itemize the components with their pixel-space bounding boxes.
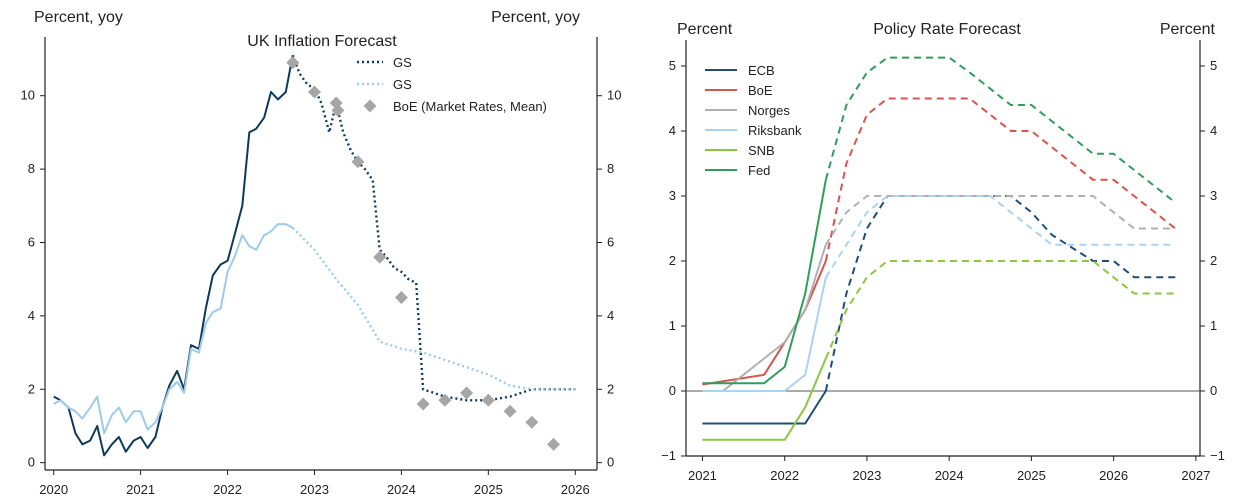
boe-market-rate-marker — [394, 291, 408, 305]
y-tick-label: 2 — [669, 253, 676, 268]
boe-market-rate-marker — [525, 415, 539, 429]
y-tick-label: 8 — [607, 161, 614, 176]
x-tick-label: 2022 — [213, 482, 242, 497]
policy-rate-chart: Percent Percent Policy Rate Forecast −1 −… — [661, 21, 1225, 483]
fed-forecast-line — [824, 56, 1176, 204]
legend-label: GS — [393, 77, 412, 92]
x-tick-label: 2023 — [852, 468, 881, 483]
chart-title: Policy Rate Forecast — [873, 21, 1021, 38]
legend-swatch — [363, 99, 377, 113]
y-tick-label: 4 — [28, 308, 35, 323]
legend-label: BoE — [748, 83, 773, 98]
legend-label: SNB — [748, 143, 775, 158]
y-tick-label: 10 — [21, 88, 35, 103]
y-tick-label: 5 — [1210, 58, 1217, 73]
y-tick-label: 2 — [607, 381, 614, 396]
x-tick-label: 2026 — [561, 482, 590, 497]
x-tick-label: 2027 — [1181, 468, 1210, 483]
chart-title: UK Inflation Forecast — [247, 33, 397, 50]
y-tick-label: 2 — [28, 381, 35, 396]
uk-inflation-chart: Percent, yoy Percent, yoy UK Inflation F… — [21, 9, 622, 497]
legend-label: Fed — [748, 163, 770, 178]
x-tick-label: 2020 — [39, 482, 68, 497]
y-tick-label: 4 — [1210, 123, 1217, 138]
boe-market-rate-marker — [503, 404, 517, 418]
y-tick-label: 6 — [607, 234, 614, 249]
y-tick-label: 0 — [669, 383, 676, 398]
y-tick-label: 1 — [669, 318, 676, 333]
core-cpi-forecast-line — [291, 226, 576, 391]
boe-market-rate-marker — [416, 397, 430, 411]
y-tick-label: 0 — [1210, 383, 1217, 398]
legend-label: ECB — [748, 63, 775, 78]
ecb-forecast-line — [824, 195, 1176, 392]
boe-market-rate-marker — [351, 155, 365, 169]
boe-market-rate-marker — [438, 393, 452, 407]
x-tick-label: 2026 — [1099, 468, 1128, 483]
y-tick-label: 4 — [669, 123, 676, 138]
y-tick-label: 0 — [607, 455, 614, 470]
x-tick-label: 2023 — [300, 482, 329, 497]
left-axis-unit-label: Percent, yoy — [34, 9, 123, 26]
headline-cpi-actual-line — [53, 55, 294, 457]
y-tick-label: 6 — [28, 234, 35, 249]
norges-forecast-line — [824, 195, 1176, 246]
snb-forecast-line — [824, 260, 1176, 359]
snb-actual-line — [702, 358, 827, 441]
y-tick-label: −1 — [1210, 448, 1225, 463]
right-axis-unit-label: Percent — [1160, 21, 1216, 38]
boe-market-rate-marker — [373, 250, 387, 264]
legend-label: Norges — [748, 103, 790, 118]
left-axis-unit-label: Percent — [677, 21, 733, 38]
y-tick-label: 3 — [669, 188, 676, 203]
boe-market-rate-marker — [547, 437, 561, 451]
boe-market-rate-marker — [460, 386, 474, 400]
legend-label: BoE (Market Rates, Mean) — [393, 99, 547, 114]
y-tick-label: 0 — [28, 455, 35, 470]
x-tick-label: 2024 — [387, 482, 416, 497]
x-tick-label: 2021 — [688, 468, 717, 483]
ecb-actual-line — [702, 390, 827, 425]
boe-market-rate-marker — [307, 85, 321, 99]
boe-market-rate-marker — [286, 56, 300, 70]
core-cpi-actual-line — [53, 223, 294, 435]
y-tick-label: 2 — [1210, 253, 1217, 268]
riksbank-forecast-line — [824, 195, 1176, 278]
right-axis-unit-label: Percent, yoy — [491, 9, 580, 26]
y-tick-label: 1 — [1210, 318, 1217, 333]
y-tick-label: 4 — [607, 308, 614, 323]
y-tick-label: 10 — [607, 88, 621, 103]
boe-forecast-line — [824, 97, 1176, 262]
x-tick-label: 2025 — [474, 482, 503, 497]
fed-actual-line — [702, 179, 827, 385]
riksbank-actual-line — [702, 277, 827, 392]
y-tick-label: 8 — [28, 161, 35, 176]
y-tick-label: −1 — [661, 448, 676, 463]
boe-market-rate-marker — [481, 393, 495, 407]
legend-label: GS — [393, 55, 412, 70]
x-tick-label: 2024 — [935, 468, 964, 483]
x-tick-label: 2022 — [770, 468, 799, 483]
y-tick-label: 3 — [1210, 188, 1217, 203]
legend-label: Riksbank — [748, 123, 802, 138]
x-tick-label: 2021 — [126, 482, 155, 497]
boe-market-rate-marker — [331, 103, 345, 117]
y-tick-label: 5 — [669, 58, 676, 73]
x-tick-label: 2025 — [1017, 468, 1046, 483]
